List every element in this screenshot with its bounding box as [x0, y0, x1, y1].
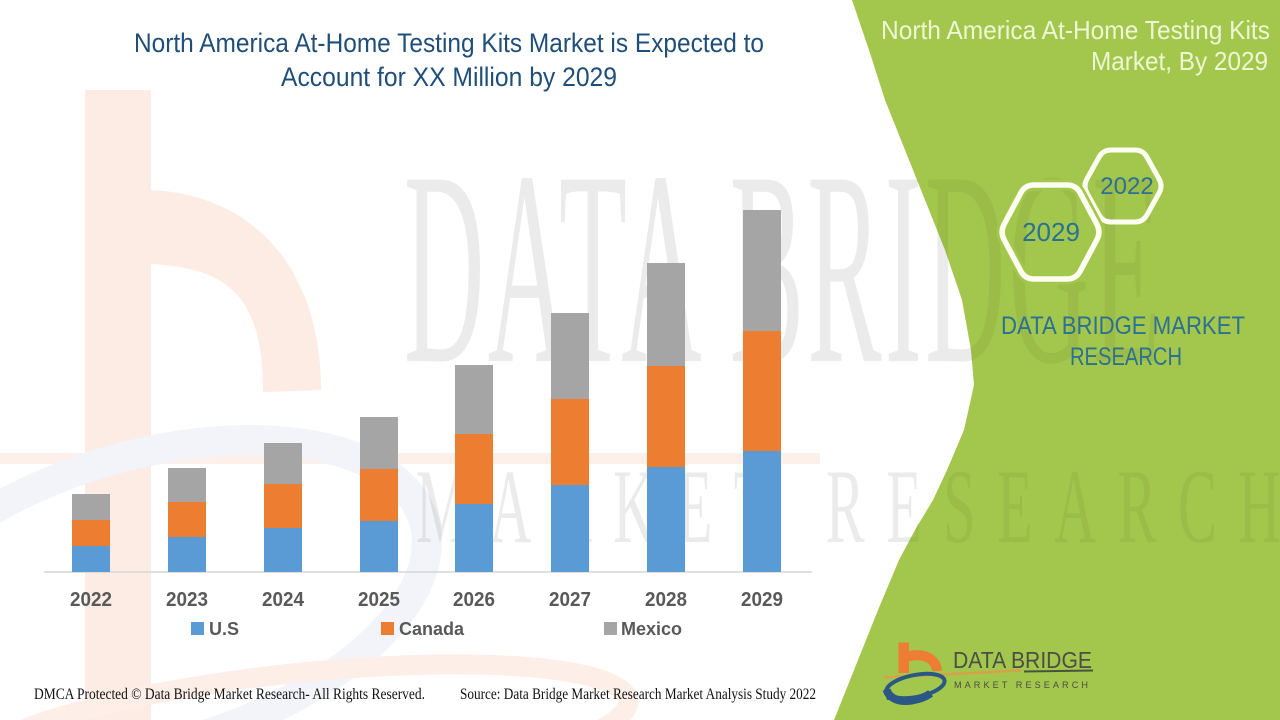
svg-text:North America At-Home Testing: North America At-Home Testing Kits Marke… — [134, 28, 764, 58]
svg-text:DMCA Protected © Data Bridge M: DMCA Protected © Data Bridge Market Rese… — [34, 686, 425, 703]
svg-text:DATA BRIDGE MARKET: DATA BRIDGE MARKET — [1001, 312, 1245, 340]
svg-text:2026: 2026 — [453, 589, 495, 611]
svg-text:DATA BRIDGE: DATA BRIDGE — [404, 114, 1164, 421]
svg-text:2027: 2027 — [549, 589, 591, 611]
svg-text:2022: 2022 — [70, 589, 112, 611]
svg-text:2028: 2028 — [645, 589, 687, 611]
svg-text:Source: Data Bridge Market Res: Source: Data Bridge Market Research Mark… — [460, 686, 816, 703]
svg-text:Market, By 2029: Market, By 2029 — [1091, 46, 1268, 76]
svg-text:Mexico: Mexico — [621, 619, 682, 639]
svg-text:2022: 2022 — [1100, 173, 1153, 200]
svg-text:2023: 2023 — [166, 589, 208, 611]
svg-text:Canada: Canada — [399, 619, 465, 639]
svg-text:2029: 2029 — [741, 589, 783, 611]
svg-text:Account for XX Million by 2029: Account for XX Million by 2029 — [281, 62, 617, 92]
svg-text:RESEARCH: RESEARCH — [1070, 343, 1182, 371]
svg-text:2025: 2025 — [358, 589, 400, 611]
svg-text:MARKET RESEARCH: MARKET RESEARCH — [954, 680, 1091, 690]
svg-text:2029: 2029 — [1022, 217, 1080, 247]
svg-text:DATA BRIDGE: DATA BRIDGE — [953, 647, 1092, 673]
svg-text:North America At-Home Testing: North America At-Home Testing Kits — [881, 15, 1270, 45]
svg-text:U.S: U.S — [209, 619, 239, 639]
svg-text:2024: 2024 — [262, 589, 305, 611]
